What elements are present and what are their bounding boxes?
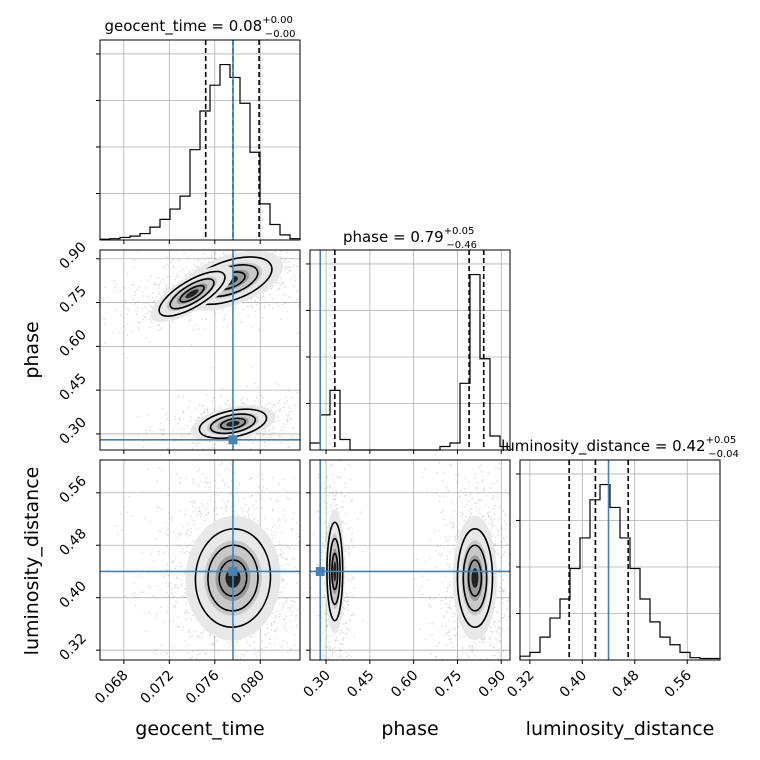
density-fill	[185, 289, 199, 299]
panel-frame	[99, 39, 301, 241]
tick-label-x: 0.45	[344, 668, 377, 701]
panel-phase-vs-geocent-time	[96, 249, 301, 454]
title-geocent-time: geocent_time = 0.08+0.00 −0.00	[104, 15, 295, 40]
xlabel-phase: phase	[381, 718, 438, 740]
tick-label-x: 0.32	[504, 668, 537, 701]
panel-titles: geocent_time = 0.08+0.00 −0.00 phase = 0.…	[104, 15, 738, 460]
contour-line	[194, 528, 272, 628]
contour-line	[158, 270, 226, 317]
panel-frame	[309, 249, 511, 451]
histogram-step	[309, 273, 511, 451]
tick-label-x: 0.072	[137, 668, 177, 708]
tick-label-x: 0.30	[301, 668, 334, 701]
density-layer	[310, 460, 510, 660]
contour-line	[462, 544, 488, 612]
contour-line	[179, 284, 205, 303]
truth-marker	[228, 435, 238, 445]
contour-line	[169, 278, 215, 310]
tick-label-y: 0.32	[56, 631, 89, 664]
histogram-luminosity-distance	[516, 459, 721, 664]
tick-label-y: 0.75	[56, 283, 89, 316]
tick-label-y: 0.60	[56, 327, 89, 360]
contour-line	[218, 559, 248, 597]
tick-label-y: 0.90	[56, 239, 89, 272]
contour-line	[207, 544, 259, 612]
histogram-phase	[306, 249, 511, 454]
panel-luminosity-distance-vs-phase	[306, 459, 511, 664]
contour-line	[456, 528, 494, 629]
tick-label-x: 0.40	[557, 668, 590, 701]
density-layer	[100, 460, 300, 660]
truth-marker	[315, 566, 325, 576]
tick-label-y: 0.48	[56, 526, 89, 559]
tick-label-y: 0.40	[56, 578, 89, 611]
ylabel-luminosity-distance: luminosity_distance	[21, 467, 43, 656]
tick-label-x: 0.068	[92, 668, 132, 708]
tick-label-y: 0.30	[56, 414, 89, 447]
panel-luminosity-distance-vs-geocent-time	[96, 459, 301, 664]
tick-label-y: 0.56	[56, 473, 89, 506]
panel-frame	[99, 459, 301, 661]
tick-label-x: 0.90	[476, 668, 509, 701]
contour-line	[209, 413, 257, 435]
tick-label-x: 0.080	[228, 668, 268, 708]
tick-label-x: 0.60	[388, 668, 421, 701]
title-phase: phase = 0.79+0.05 −0.46	[343, 226, 477, 251]
tick-label-x: 0.75	[432, 668, 465, 701]
tick-label-y: 0.45	[56, 371, 89, 404]
tick-label-x: 0.56	[662, 667, 695, 700]
truth-marker	[228, 566, 238, 576]
xlabel-geocent-time: geocent_time	[135, 718, 264, 740]
panel-frame	[99, 249, 301, 451]
contour-line	[467, 559, 483, 597]
contour-line	[219, 417, 247, 430]
ylabel-phase: phase	[21, 321, 43, 378]
tick-label-x: 0.48	[609, 668, 642, 701]
xlabel-luminosity-distance: luminosity_distance	[526, 718, 715, 740]
title-luminosity-distance: luminosity_distance = 0.42+0.05 −0.04	[501, 435, 739, 460]
tick-label-x: 0.076	[183, 667, 223, 707]
density-fill	[471, 568, 479, 588]
axis-labels: geocent_time phase luminosity_distance p…	[21, 321, 714, 740]
histogram-step	[99, 63, 301, 240]
density-layer	[100, 250, 300, 450]
histogram-geocent-time	[96, 39, 301, 244]
panel-frame	[519, 459, 721, 661]
histogram-step	[519, 483, 721, 660]
panel-frame	[309, 459, 511, 661]
